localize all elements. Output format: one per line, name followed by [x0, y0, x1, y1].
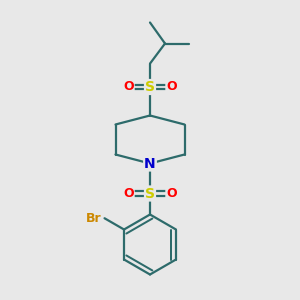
Text: N: N: [144, 157, 156, 170]
Text: S: S: [145, 80, 155, 94]
Text: Br: Br: [86, 212, 101, 225]
Text: S: S: [145, 187, 155, 200]
Text: O: O: [166, 187, 177, 200]
Text: O: O: [123, 187, 134, 200]
Text: O: O: [166, 80, 177, 94]
Text: O: O: [123, 80, 134, 94]
